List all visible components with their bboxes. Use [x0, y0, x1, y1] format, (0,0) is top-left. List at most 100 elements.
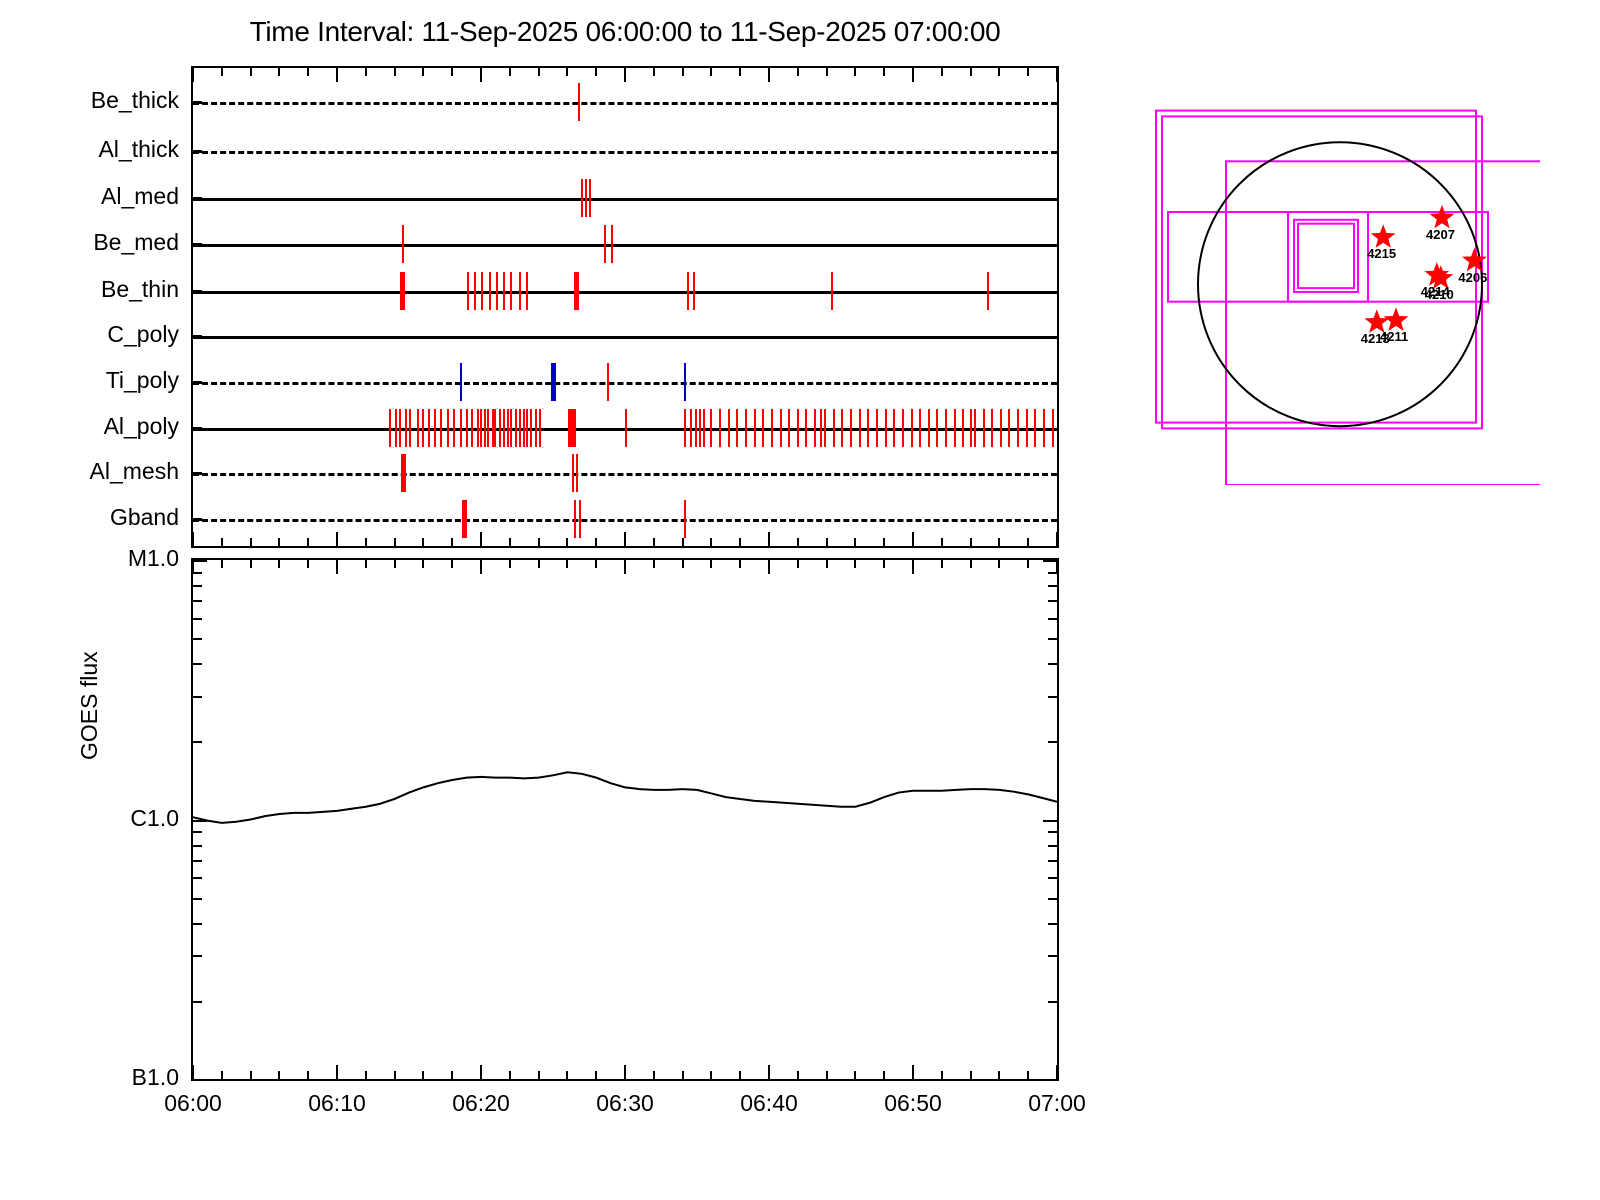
- observation-tick: [405, 409, 408, 447]
- observation-tick: [402, 225, 405, 263]
- goes-y-tick: [193, 695, 202, 698]
- goes-y-tick: [193, 897, 202, 900]
- goes-x-tick: [1056, 1065, 1058, 1079]
- active-region-star-4207: [1429, 204, 1455, 229]
- active-region-label-4213: 4213: [1360, 331, 1390, 347]
- active-region-label-4207: 4207: [1426, 226, 1455, 242]
- upper-panel-x-tick-top: [854, 68, 857, 76]
- x-axis-label-0620: 06:20: [452, 1090, 510, 1116]
- goes-y-tick: [193, 600, 202, 603]
- observation-tick: [580, 179, 583, 217]
- filter-label-be_thick: Be_thick: [90, 87, 179, 113]
- observation-tick: [779, 409, 782, 447]
- upper-panel-x-tick: [768, 532, 770, 546]
- goes-x-tick: [624, 1065, 626, 1079]
- x-axis-label-0600: 06:00: [164, 1090, 222, 1116]
- upper-panel-x-tick: [681, 538, 684, 546]
- observation-tick: [491, 409, 494, 447]
- goes-x-tick: [336, 1065, 338, 1079]
- goes-x-tick-top: [624, 560, 626, 574]
- active-region-label-4211: 4211: [1380, 329, 1409, 345]
- x-axis-label-0650: 06:50: [884, 1090, 942, 1116]
- filter-label-ti_poly: Ti_poly: [105, 367, 179, 393]
- observation-tick: [762, 409, 765, 447]
- observation-tick: [467, 272, 470, 310]
- observation-tick: [530, 409, 533, 447]
- upper-panel-x-tick-top: [969, 68, 972, 76]
- observation-tick: [510, 409, 513, 447]
- upper-panel-x-tick-top: [681, 68, 684, 76]
- goes-x-tick-top: [537, 560, 540, 568]
- observation-tick: [969, 409, 972, 447]
- fov-box: [1297, 222, 1355, 290]
- goes-x-tick-top: [739, 560, 742, 568]
- goes-y-tick: [1043, 560, 1057, 562]
- goes-y-tick: [193, 571, 202, 574]
- x-axis-label-0700: 07:00: [1028, 1090, 1086, 1116]
- upper-panel-x-tick: [422, 538, 425, 546]
- goes-y-tick: [1048, 695, 1057, 698]
- observation-tick: [585, 179, 588, 217]
- observation-tick: [589, 179, 592, 217]
- filter-row-axis-tick: [193, 101, 202, 104]
- filter-row-axis-tick: [193, 427, 202, 430]
- upper-panel-x-tick: [192, 532, 194, 546]
- goes-x-tick-top: [595, 560, 598, 568]
- observation-tick: [484, 409, 487, 447]
- observation-tick: [858, 409, 861, 447]
- filter-row-line-be_thin: [193, 291, 1057, 294]
- observation-tick: [1043, 409, 1046, 447]
- observation-tick: [514, 409, 517, 447]
- upper-panel-x-tick-top: [1056, 68, 1058, 82]
- active-region-label-4210: 4210: [1424, 287, 1454, 303]
- page-title: Time Interval: 11-Sep-2025 06:00:00 to 1…: [249, 16, 1001, 47]
- observation-tick: [471, 409, 474, 447]
- upper-panel-x-tick: [249, 538, 252, 546]
- observation-tick: [919, 409, 922, 447]
- goes-y-label-c1.0: C1.0: [130, 804, 179, 831]
- filter-row-axis-tick: [193, 381, 202, 384]
- observation-tick: [991, 409, 994, 447]
- goes-x-tick-top: [393, 560, 396, 568]
- observation-tick: [573, 500, 576, 538]
- goes-y-tick: [193, 922, 202, 925]
- filter-label-c_poly: C_poly: [107, 321, 179, 347]
- goes-x-tick-top: [192, 560, 194, 574]
- observation-tick: [893, 409, 896, 447]
- filter-plot-area: [192, 68, 1058, 546]
- upper-panel-x-tick: [969, 538, 972, 546]
- goes-x-tick-top: [1027, 560, 1030, 568]
- goes-x-tick: [422, 1071, 425, 1079]
- goes-x-tick: [652, 1071, 655, 1079]
- goes-y-tick: [193, 585, 202, 588]
- observation-tick: [710, 409, 713, 447]
- observation-tick: [523, 409, 526, 447]
- observation-tick: [824, 409, 827, 447]
- observation-tick: [606, 363, 609, 401]
- observation-tick: [480, 409, 482, 447]
- goes-y-tick: [1048, 741, 1057, 744]
- goes-x-tick-top: [480, 560, 482, 574]
- upper-panel-x-tick-top: [336, 68, 338, 82]
- active-region-label-4214: 4214: [1420, 284, 1450, 300]
- goes-y-label-m1.0: M1.0: [127, 545, 179, 571]
- observation-tick: [819, 409, 822, 447]
- observation-tick: [498, 409, 501, 447]
- upper-panel-x-tick: [364, 538, 367, 546]
- observation-tick: [572, 454, 575, 492]
- goes-flux-axis-title: GOES flux: [76, 651, 102, 760]
- observation-tick: [884, 409, 887, 447]
- observation-tick: [526, 272, 529, 310]
- goes-x-tick: [537, 1071, 540, 1079]
- upper-panel-x-tick-top: [624, 68, 626, 82]
- observation-tick: [999, 409, 1002, 447]
- goes-x-tick: [912, 1065, 914, 1079]
- observation-tick: [805, 409, 808, 447]
- fov-box: [1293, 218, 1359, 293]
- filter-label-al_mesh: Al_mesh: [89, 458, 179, 484]
- filter-row-line-ti_poly: [193, 382, 1057, 385]
- observation-tick: [507, 409, 510, 447]
- goes-y-tick: [193, 1079, 207, 1081]
- goes-x-tick: [1027, 1071, 1030, 1079]
- goes-x-tick: [249, 1071, 252, 1079]
